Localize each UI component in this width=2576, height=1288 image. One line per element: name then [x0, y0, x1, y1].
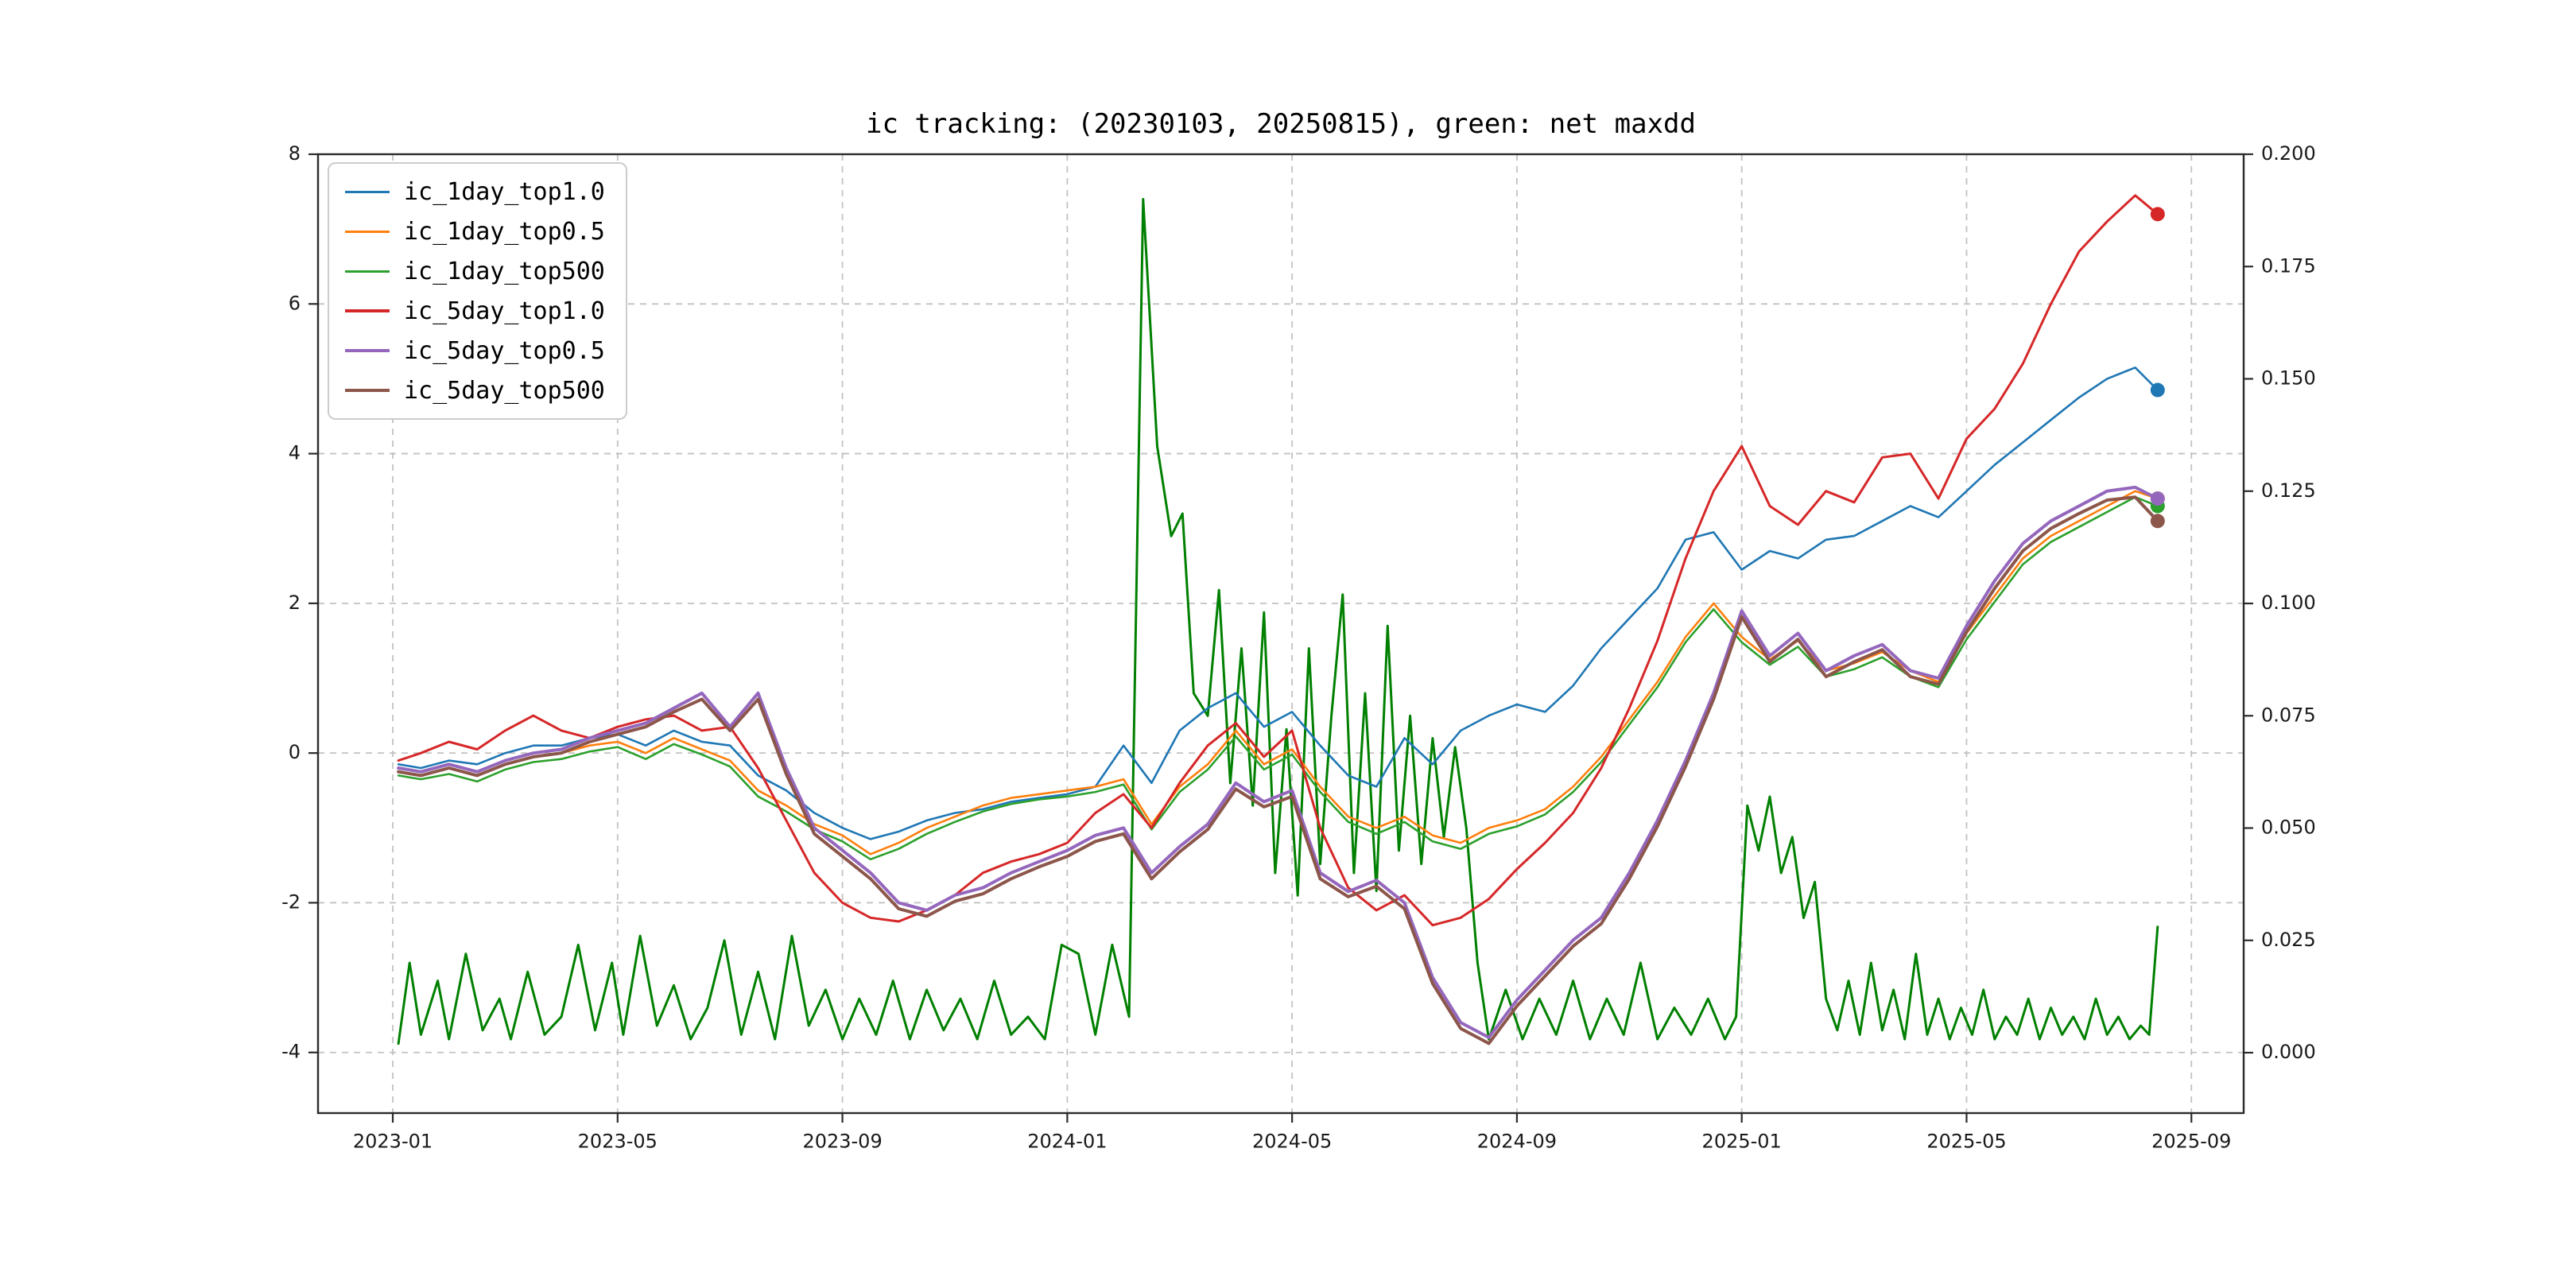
y-right-tick-label: 0.100 — [2261, 592, 2316, 614]
y-right-tick-label: 0.200 — [2261, 142, 2316, 165]
x-tick-label: 2023-09 — [802, 1131, 882, 1153]
legend-item-ic_5day_top0.5: ic_5day_top0.5 — [345, 334, 605, 367]
series-net-maxdd-line — [397, 198, 2159, 1046]
y-right-tick-label: 0.025 — [2261, 929, 2316, 951]
x-tick-label: 2025-09 — [2151, 1131, 2231, 1153]
legend-label: ic_5day_top500 — [404, 376, 605, 405]
y-right-tick-label: 0.075 — [2261, 704, 2316, 726]
plot-frame — [316, 153, 2245, 1115]
x-tick-label: 2024-01 — [1027, 1131, 1107, 1153]
series-ic_5day_top0.5-line — [397, 485, 2159, 1039]
y-right-tick-label: 0.050 — [2261, 817, 2316, 839]
legend-item-ic_1day_top500: ic_1day_top500 — [345, 254, 605, 288]
legend-label: ic_5day_top1.0 — [404, 297, 605, 325]
legend-swatch-ic_1day_top1.0 — [345, 190, 390, 193]
y-right-tick-label: 0.125 — [2261, 479, 2316, 502]
y-left-tick-label: -4 — [281, 1041, 301, 1063]
x-tick-label: 2025-01 — [1702, 1131, 1782, 1153]
y-left-tick-label: 0 — [289, 741, 301, 763]
legend-label: ic_1day_top1.0 — [404, 177, 605, 206]
y-right-tick-label: 0.000 — [2261, 1041, 2316, 1063]
x-tick-label: 2023-05 — [578, 1131, 658, 1153]
legend-item-ic_5day_top500: ic_5day_top500 — [345, 374, 605, 407]
legend-label: ic_1day_top0.5 — [404, 217, 605, 246]
series-ic_1day_top0.5-line — [397, 490, 2159, 855]
y-right-tick-label: 0.150 — [2261, 367, 2316, 390]
series-ic_1day_top500-line — [397, 495, 2159, 861]
legend-item-ic_1day_top1.0: ic_1day_top1.0 — [345, 175, 605, 208]
series-ic_5day_top1.0-end-dot — [2150, 207, 2165, 222]
series-ic_5day_top0.5-end-dot — [2150, 491, 2165, 506]
y-left-tick-label: 4 — [289, 442, 301, 464]
x-tick-label: 2024-09 — [1477, 1131, 1557, 1153]
legend-swatch-ic_1day_top500 — [345, 270, 390, 273]
x-tick-label: 2023-01 — [353, 1131, 433, 1153]
series-ic_1day_top1.0-line — [397, 366, 2159, 840]
series-ic_5day_top1.0-line — [397, 194, 2159, 927]
y-right-tick-label: 0.175 — [2261, 254, 2316, 277]
x-tick-label: 2025-05 — [1926, 1131, 2006, 1153]
legend-item-ic_5day_top1.0: ic_5day_top1.0 — [345, 294, 605, 328]
legend-swatch-ic_5day_top0.5 — [345, 349, 390, 352]
legend: ic_1day_top1.0 ic_1day_top0.5 ic_1day_top5… — [328, 162, 627, 420]
legend-item-ic_1day_top0.5: ic_1day_top0.5 — [345, 215, 605, 248]
y-left-tick-label: 6 — [289, 292, 301, 314]
legend-swatch-ic_5day_top500 — [345, 389, 390, 392]
y-left-tick-label: 2 — [289, 592, 301, 614]
legend-label: ic_5day_top0.5 — [404, 336, 605, 365]
series-ic_5day_top500-end-dot — [2150, 514, 2165, 529]
legend-swatch-ic_1day_top0.5 — [345, 230, 390, 233]
legend-label: ic_1day_top500 — [404, 257, 605, 285]
y-left-tick-label: 8 — [289, 142, 301, 165]
chart-title: ic tracking: (20230103, 20250815), green… — [866, 108, 1696, 140]
y-left-tick-label: -2 — [281, 890, 301, 913]
series-ic_5day_top500-line — [397, 495, 2159, 1046]
series-ic_1day_top1.0-end-dot — [2150, 382, 2165, 398]
x-tick-label: 2024-05 — [1252, 1131, 1332, 1153]
legend-swatch-ic_5day_top1.0 — [345, 309, 390, 312]
